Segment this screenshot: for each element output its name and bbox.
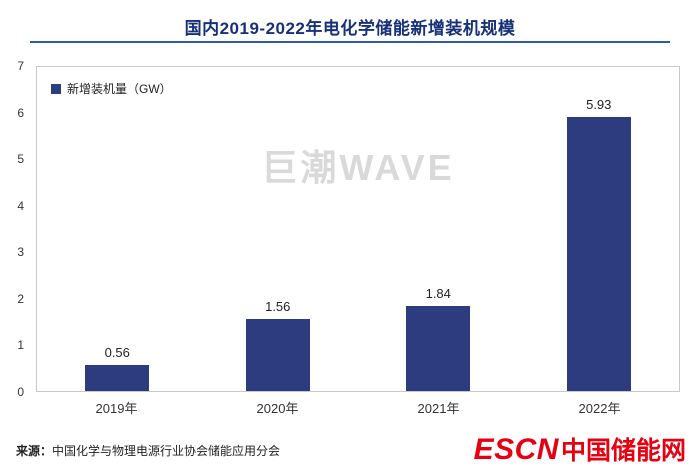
source-label: 来源： xyxy=(16,444,53,458)
chart-title: 国内2019-2022年电化学储能新增装机规模 xyxy=(184,19,516,38)
bar-value-label: 5.93 xyxy=(586,96,612,112)
x-axis-label: 2019年 xyxy=(95,401,138,416)
y-tick-label: 3 xyxy=(17,245,24,260)
bar xyxy=(85,365,150,391)
plot-area: 0.56 1.56 1.84 5.93 巨潮WAVE 新增装机量（GW） xyxy=(36,66,680,392)
source-text: 来源：中国化学与物理电源行业协会储能应用分会 xyxy=(16,442,280,459)
x-axis-label: 2021年 xyxy=(417,401,460,416)
y-tick-label: 5 xyxy=(17,152,24,167)
y-tick-label: 7 xyxy=(17,59,24,73)
legend-label: 新增装机量（GW） xyxy=(67,82,172,96)
y-tick-label: 0 xyxy=(17,385,24,399)
bar-value-label: 1.84 xyxy=(425,285,451,301)
bar-group: 5.93 xyxy=(519,67,680,391)
bar xyxy=(566,116,631,391)
legend: 新增装机量（GW） xyxy=(51,80,172,97)
bars-container: 0.56 1.56 1.84 5.93 xyxy=(37,67,679,391)
bar-group: 0.56 xyxy=(37,67,198,391)
x-axis-label: 2022年 xyxy=(578,401,621,416)
x-axis-label: 2020年 xyxy=(256,401,299,416)
logo-text-en: ESCN xyxy=(473,433,559,466)
bar-value-label: 1.56 xyxy=(265,298,291,314)
title-underline xyxy=(30,41,670,43)
escn-logo: ESCN 中国储能网 xyxy=(474,431,686,467)
x-axis: 2019年 2020年 2021年 2022年 xyxy=(36,398,680,417)
bar xyxy=(406,305,471,391)
y-tick-label: 4 xyxy=(17,198,24,213)
bar xyxy=(245,318,310,391)
bar-group: 1.56 xyxy=(198,67,359,391)
bar-value-label: 0.56 xyxy=(104,345,130,361)
y-tick-label: 6 xyxy=(17,105,24,120)
y-axis: 0 1 2 3 4 5 6 7 xyxy=(0,59,32,399)
y-tick-label: 1 xyxy=(17,338,24,353)
logo-text-cn: 中国储能网 xyxy=(560,437,686,465)
footer: 来源：中国化学与物理电源行业协会储能应用分会 ESCN 中国储能网 xyxy=(0,423,700,475)
legend-swatch-icon xyxy=(51,83,61,94)
bar-group: 1.84 xyxy=(358,67,519,391)
y-tick-label: 2 xyxy=(17,291,24,306)
source-value: 中国化学与物理电源行业协会储能应用分会 xyxy=(52,444,281,458)
